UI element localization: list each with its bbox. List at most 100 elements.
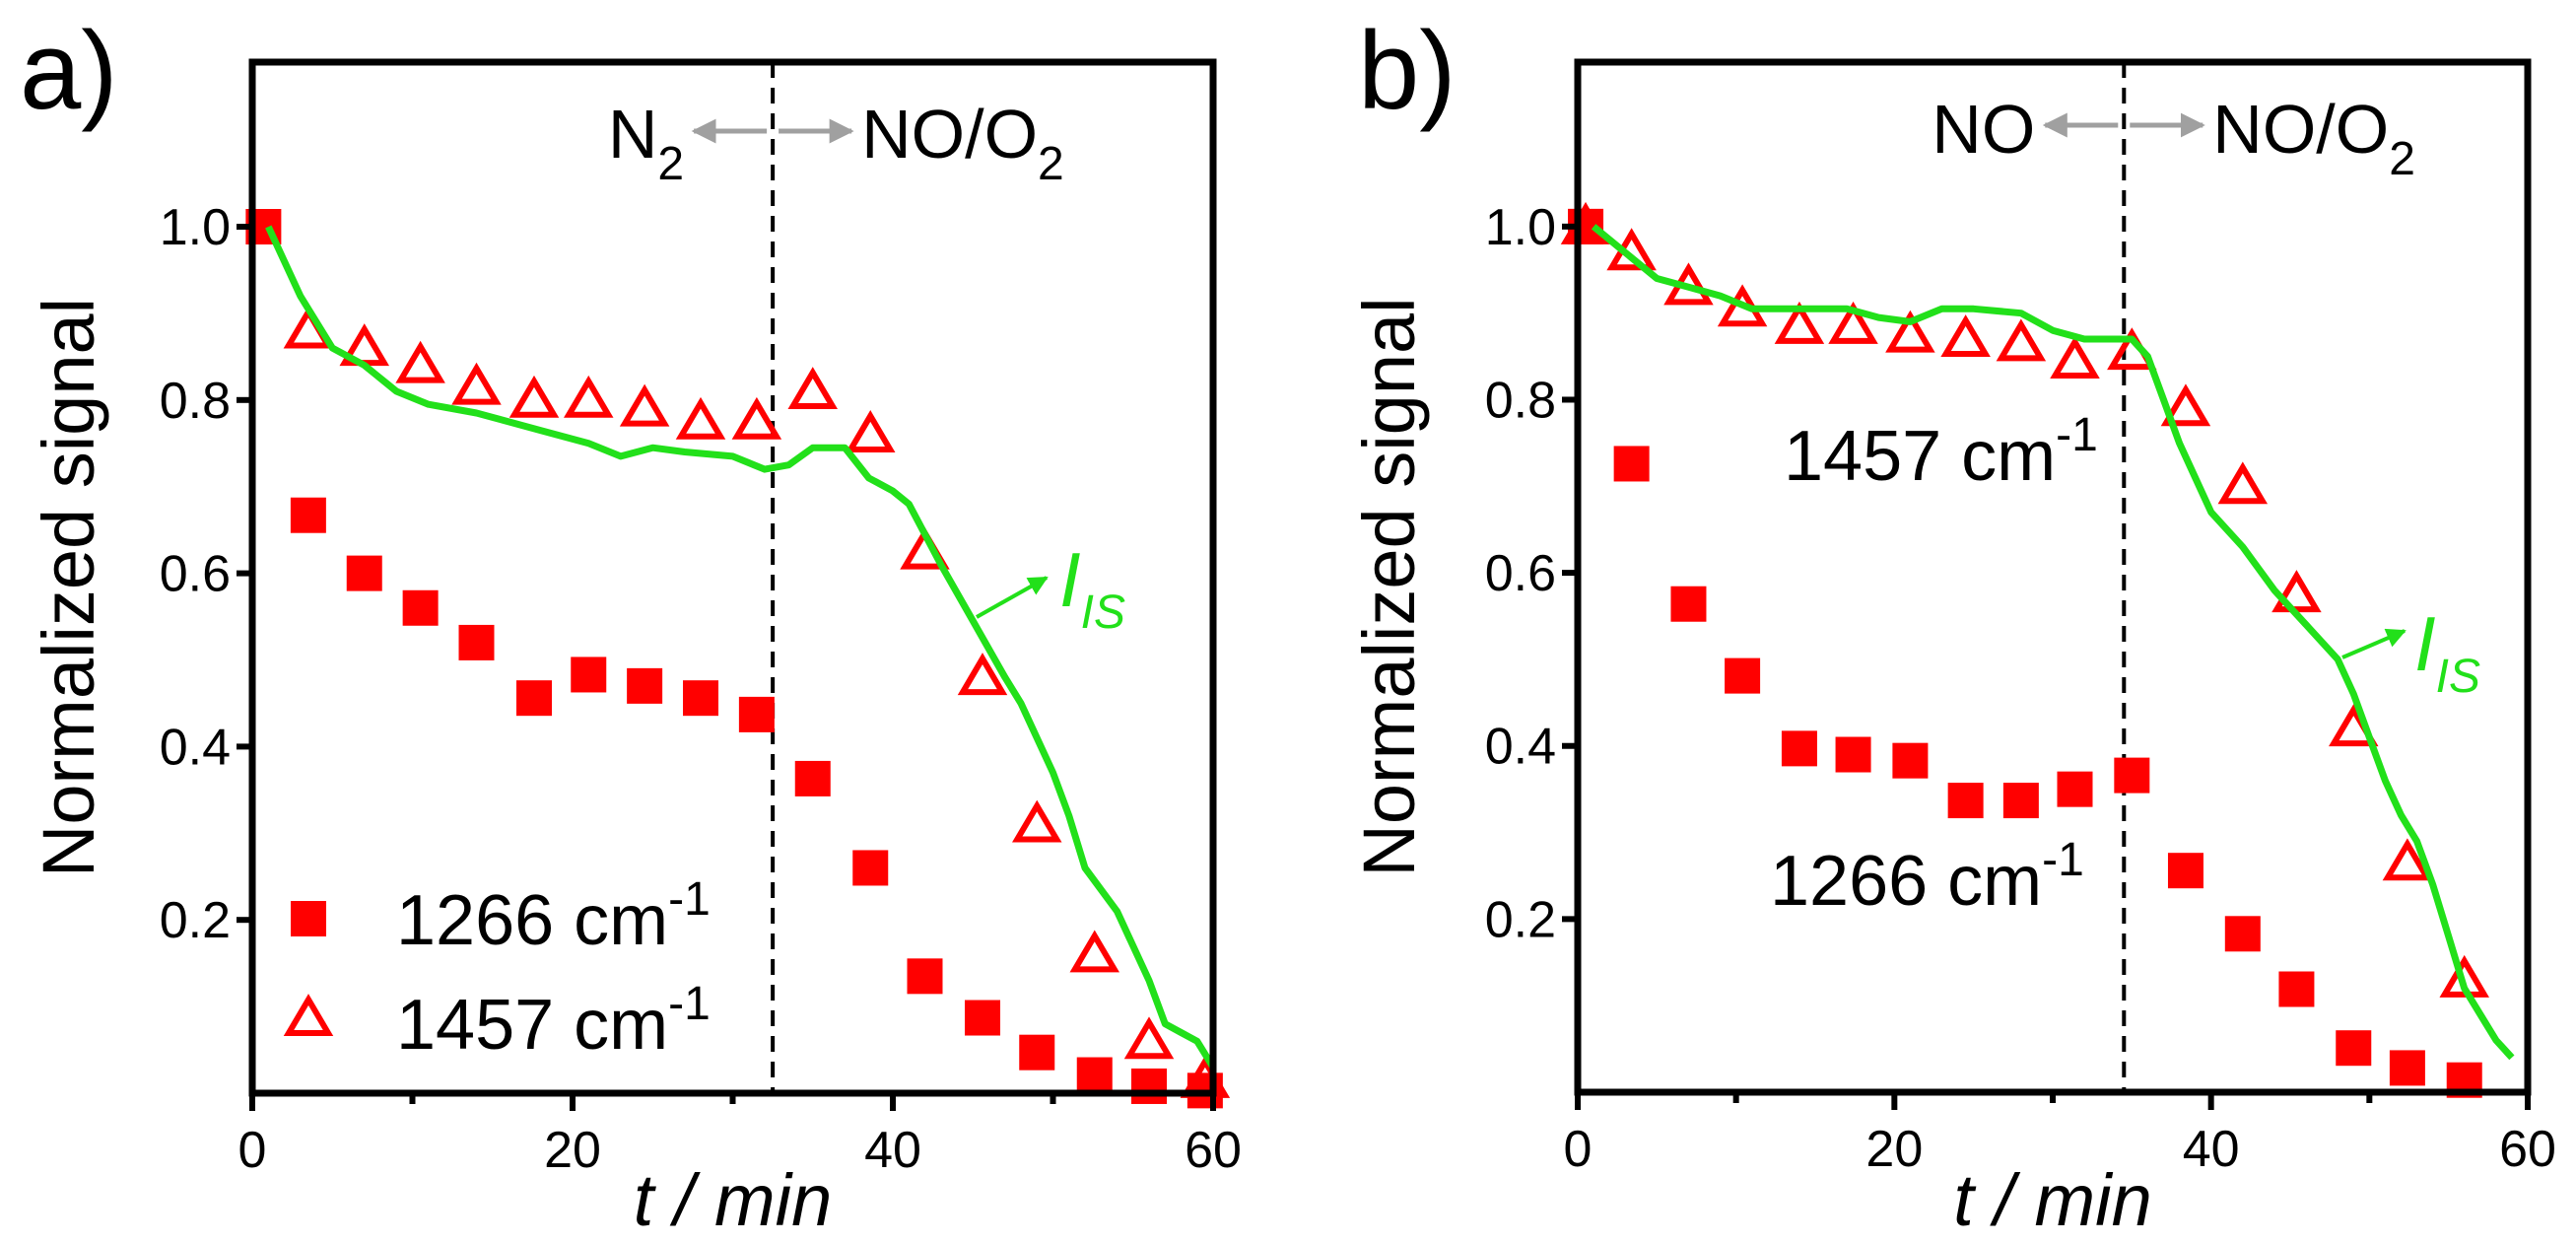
y-tick-label: 0.8 bbox=[1485, 372, 1556, 429]
square-marker bbox=[794, 760, 831, 796]
y-tick-label: 1.0 bbox=[160, 199, 231, 256]
square-marker bbox=[2167, 853, 2203, 889]
y-tick-label: 0.2 bbox=[160, 892, 231, 949]
square-marker bbox=[1725, 657, 1761, 694]
x-tick-label: 0 bbox=[238, 1122, 267, 1179]
right-region-label-main: NO/O bbox=[2212, 91, 2389, 168]
triangle-marker bbox=[1828, 301, 1878, 344]
y-axis-title: Normalized signal bbox=[28, 298, 109, 877]
square-marker bbox=[1670, 586, 1707, 622]
triangle-marker bbox=[508, 375, 560, 418]
iis-label: IIS bbox=[1059, 536, 1125, 639]
triangle-marker bbox=[1885, 310, 1935, 353]
x-tick-label: 40 bbox=[2183, 1121, 2240, 1178]
y-tick-label: 1.0 bbox=[1485, 199, 1556, 256]
y-axis-title: Normalized signal bbox=[1348, 297, 1430, 876]
series-iis-line bbox=[265, 225, 1216, 1070]
triangle-marker bbox=[564, 375, 614, 418]
square-marker bbox=[2389, 1050, 2425, 1086]
label-1266-main: 1266 cm bbox=[1770, 842, 2042, 921]
triangle-marker bbox=[395, 340, 445, 383]
chart-panel-b: b) NO NO/O20 20 40 600.20.40.60.81.0t / minNo… bbox=[1348, 9, 2556, 1241]
iis-label-main: I bbox=[2414, 600, 2436, 687]
right-region-label-sub: 2 bbox=[2389, 133, 2415, 185]
x-tick-label: 20 bbox=[544, 1122, 601, 1179]
square-marker bbox=[1892, 742, 1929, 779]
square-marker bbox=[458, 624, 495, 660]
series-1266 bbox=[1568, 208, 2482, 1098]
square-marker bbox=[1131, 1068, 1167, 1104]
square-marker bbox=[2114, 757, 2150, 794]
legend-label-1457: 1457 cm-1 bbox=[396, 978, 711, 1065]
square-marker bbox=[571, 657, 607, 693]
label-1266: 1266 cm-1 bbox=[1770, 834, 2084, 921]
square-marker bbox=[2278, 971, 2315, 1007]
x-tick-label: 60 bbox=[1185, 1122, 1242, 1179]
square-marker bbox=[402, 589, 439, 626]
iis-label-sub: IS bbox=[2436, 651, 2480, 703]
square-marker bbox=[2224, 916, 2261, 952]
right-region-label-sub: 2 bbox=[1038, 138, 1064, 190]
square-marker bbox=[1947, 783, 1984, 819]
triangle-marker bbox=[2217, 461, 2269, 505]
triangle-marker bbox=[957, 653, 1008, 696]
square-marker bbox=[1781, 730, 1817, 767]
series-1266 bbox=[245, 209, 1223, 1109]
left-region-label-main: NO bbox=[1932, 91, 2035, 168]
left-region-label: NO bbox=[1932, 91, 2035, 168]
iis-arrow-icon bbox=[2341, 628, 2407, 659]
square-marker bbox=[2336, 1030, 2372, 1067]
panel-label: a) bbox=[20, 9, 118, 132]
legend-label-1266-main: 1266 cm bbox=[396, 881, 668, 960]
triangle-marker bbox=[2382, 838, 2433, 881]
square-marker bbox=[1835, 736, 1871, 773]
right-region-label: NO/O2 bbox=[2212, 91, 2415, 185]
triangle-marker bbox=[619, 383, 670, 427]
triangle-marker bbox=[787, 367, 838, 410]
square-marker bbox=[516, 680, 552, 717]
legend-label-1266-sup: -1 bbox=[668, 873, 711, 926]
y-tick-label: 0.6 bbox=[160, 546, 231, 603]
triangle-marker bbox=[2271, 570, 2322, 613]
x-tick-label: 20 bbox=[1865, 1121, 1923, 1178]
square-marker bbox=[627, 667, 663, 704]
iis-label-main: I bbox=[1059, 536, 1081, 623]
iis-label: IIS bbox=[2414, 600, 2480, 703]
y-tick-label: 0.8 bbox=[160, 373, 231, 430]
x-tick-label: 60 bbox=[2499, 1121, 2556, 1178]
triangle-marker bbox=[846, 410, 896, 452]
x-axis-title: t / min bbox=[634, 1159, 832, 1241]
right-region-label: NO/O2 bbox=[861, 96, 1064, 190]
square-marker bbox=[290, 497, 326, 533]
triangle-marker bbox=[1012, 799, 1062, 843]
legend-label-1457-main: 1457 cm bbox=[396, 986, 668, 1065]
triangle-marker bbox=[451, 362, 502, 405]
iis-line bbox=[1591, 224, 2515, 1061]
legend-square-icon bbox=[291, 901, 326, 936]
triangle-marker bbox=[675, 396, 726, 440]
iis-arrow-icon bbox=[976, 576, 1049, 619]
right-region-label-main: NO/O bbox=[861, 96, 1038, 173]
triangle-marker bbox=[1069, 930, 1119, 973]
y-tick-label: 0.6 bbox=[1485, 545, 1556, 602]
left-region-label-sub: 2 bbox=[657, 138, 684, 190]
square-marker bbox=[1019, 1034, 1055, 1071]
x-tick-label: 40 bbox=[864, 1122, 921, 1179]
panel-label: b) bbox=[1358, 9, 1457, 132]
triangle-marker bbox=[1996, 318, 2047, 362]
y-tick-label: 0.4 bbox=[1485, 719, 1556, 776]
left-region-label-main: N bbox=[608, 96, 658, 173]
series-iis-line bbox=[1591, 224, 2515, 1061]
square-marker bbox=[852, 850, 889, 886]
square-marker bbox=[1076, 1057, 1113, 1093]
plot-frame bbox=[1574, 58, 2532, 1096]
x-axis-title: t / min bbox=[1953, 1159, 2151, 1241]
chart-panel-a: a)N2 NO/O20 20 40 600.20.40.60.81.0t / minNo… bbox=[20, 9, 1242, 1241]
square-marker bbox=[2002, 783, 2039, 819]
square-marker bbox=[346, 555, 382, 591]
square-marker bbox=[738, 696, 775, 732]
y-tick-label: 0.2 bbox=[1485, 891, 1556, 948]
left-region-label: N2 bbox=[608, 96, 684, 190]
label-1457: 1457 cm-1 bbox=[1784, 409, 2098, 496]
triangle-marker bbox=[1940, 314, 1991, 358]
